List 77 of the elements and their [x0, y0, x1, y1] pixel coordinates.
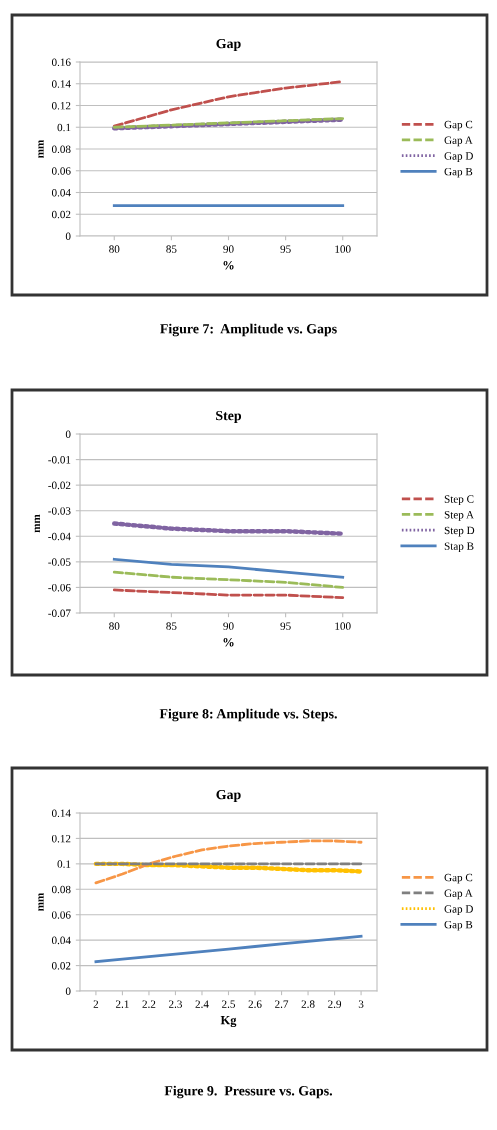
- legend-label: Gap C: [444, 873, 473, 884]
- chart-title: Gap: [216, 789, 241, 803]
- y-tick-label: 0: [65, 232, 71, 240]
- y-tick-label: 0.08: [51, 145, 71, 154]
- y-tick-label: 0.06: [51, 911, 71, 919]
- y-tick-label: 0.04: [51, 936, 71, 945]
- legend-label: Stap B: [444, 542, 474, 553]
- y-tick-label: 0.08: [51, 885, 71, 894]
- caption: Figure 9. Pressure vs. Gaps.: [164, 1085, 333, 1099]
- x-tick-label: 95: [280, 622, 291, 630]
- caption: Figure 7: Amplitude vs. Gaps: [160, 323, 337, 337]
- y-tick-label: -0.01: [48, 456, 71, 464]
- line-series: [112, 588, 345, 600]
- line-series: [93, 861, 364, 874]
- x-tick-label: 80: [109, 622, 120, 630]
- y-axis-title: mm: [38, 892, 44, 911]
- x-axis-title: %: [223, 261, 234, 270]
- y-tick-label: -0.05: [48, 558, 71, 566]
- x-tick-label: 90: [223, 245, 234, 253]
- legend-label: Gap B: [444, 920, 473, 931]
- y-tick-label: 0.16: [51, 58, 71, 67]
- legend-label: Gap A: [444, 889, 473, 900]
- chart-title: Gap: [216, 38, 241, 52]
- y-tick-label: 0.02: [51, 962, 71, 970]
- legend-label: Gap D: [444, 905, 473, 915]
- x-tick-label: 90: [223, 622, 234, 630]
- y-tick-label: -0.03: [48, 507, 71, 515]
- x-tick-label: 3: [358, 1000, 364, 1008]
- line-series: [94, 839, 363, 885]
- x-tick-label: 2.3: [169, 1000, 182, 1008]
- x-axis-title: Kg: [220, 1016, 237, 1027]
- y-tick-label: 0.14: [51, 80, 71, 88]
- y-tick-label: -0.04: [48, 532, 71, 541]
- line-series: [94, 934, 363, 964]
- x-tick-label: 100: [335, 245, 351, 253]
- x-tick-label: 85: [166, 622, 177, 630]
- chart-title: Step: [216, 410, 242, 424]
- y-tick-label: -0.07: [48, 609, 71, 618]
- y-tick-label: 0.12: [51, 101, 71, 110]
- x-tick-label: 2.5: [222, 1000, 236, 1008]
- legend-label: Gap D: [444, 152, 473, 162]
- y-tick-label: 0.04: [51, 188, 71, 197]
- legend-label: Step C: [444, 495, 474, 506]
- x-tick-label: 2.9: [328, 1000, 342, 1008]
- x-tick-label: 2.2: [142, 1000, 156, 1008]
- y-tick-label: 0.06: [51, 167, 71, 175]
- y-tick-label: 0: [65, 430, 71, 438]
- y-tick-label: -0.06: [48, 583, 71, 592]
- legend-label: Gap A: [444, 136, 473, 147]
- legend-label: Gap B: [444, 167, 473, 178]
- x-tick-label: 2: [93, 1000, 99, 1008]
- y-axis-title: mm: [38, 139, 44, 158]
- x-tick-label: 95: [280, 245, 291, 253]
- y-tick-label: 0.1: [57, 123, 71, 132]
- x-tick-label: 2.8: [301, 1000, 315, 1008]
- y-tick-label: -0.02: [48, 481, 71, 490]
- x-tick-label: 85: [166, 245, 177, 253]
- y-tick-label: 0.1: [57, 860, 71, 868]
- y-axis-title: mm: [34, 514, 40, 533]
- y-tick-label: 0.02: [51, 210, 71, 219]
- x-tick-label: 2.6: [248, 1000, 262, 1008]
- line-series: [112, 557, 345, 579]
- line-series: [112, 521, 345, 536]
- line-series: [112, 570, 345, 589]
- caption: Figure 8: Amplitude vs. Steps.: [159, 708, 337, 722]
- x-axis-title: %: [223, 638, 234, 647]
- x-tick-label: 2.7: [275, 1000, 289, 1008]
- y-tick-label: 0: [65, 987, 71, 995]
- y-tick-label: 0.12: [51, 834, 71, 843]
- legend-label: Step A: [444, 511, 474, 521]
- legend-label: Gap C: [444, 120, 473, 131]
- x-tick-label: 2.4: [195, 1000, 209, 1008]
- x-tick-label: 2.1: [115, 1000, 129, 1008]
- x-tick-label: 100: [335, 622, 351, 630]
- x-tick-label: 80: [109, 245, 120, 253]
- legend-label: Step D: [444, 526, 475, 537]
- y-tick-label: 0.14: [51, 809, 71, 818]
